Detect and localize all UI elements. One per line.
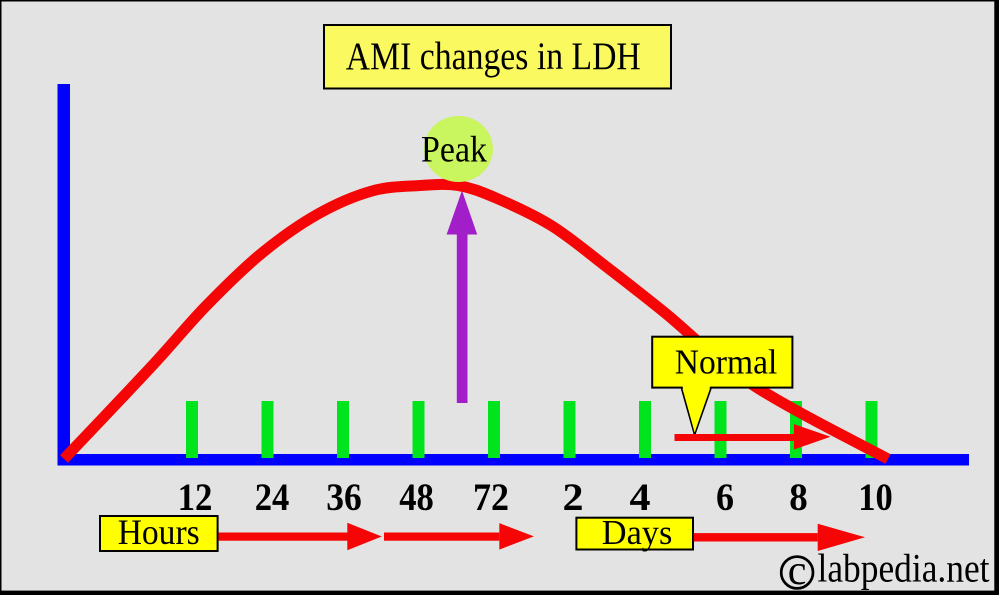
svg-text:Hours: Hours <box>118 512 200 552</box>
svg-text:36: 36 <box>326 476 362 519</box>
svg-text:12: 12 <box>178 476 213 519</box>
svg-text:c: c <box>788 548 807 594</box>
svg-text:6: 6 <box>716 476 734 519</box>
svg-text:Normal: Normal <box>675 343 778 382</box>
svg-text:AMI changes in LDH: AMI changes in LDH <box>346 34 641 78</box>
svg-text:4: 4 <box>630 476 651 519</box>
svg-text:8: 8 <box>789 476 808 519</box>
svg-text:24: 24 <box>255 476 290 519</box>
svg-text:labpedia.net: labpedia.net <box>818 546 990 591</box>
svg-text:10: 10 <box>858 476 893 519</box>
svg-text:Peak: Peak <box>421 129 488 170</box>
svg-text:Days: Days <box>602 513 673 552</box>
svg-text:48: 48 <box>399 476 434 519</box>
svg-text:2: 2 <box>563 476 584 519</box>
svg-text:72: 72 <box>473 476 509 519</box>
